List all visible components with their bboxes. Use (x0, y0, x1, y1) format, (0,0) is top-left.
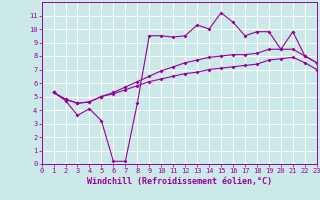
X-axis label: Windchill (Refroidissement éolien,°C): Windchill (Refroidissement éolien,°C) (87, 177, 272, 186)
